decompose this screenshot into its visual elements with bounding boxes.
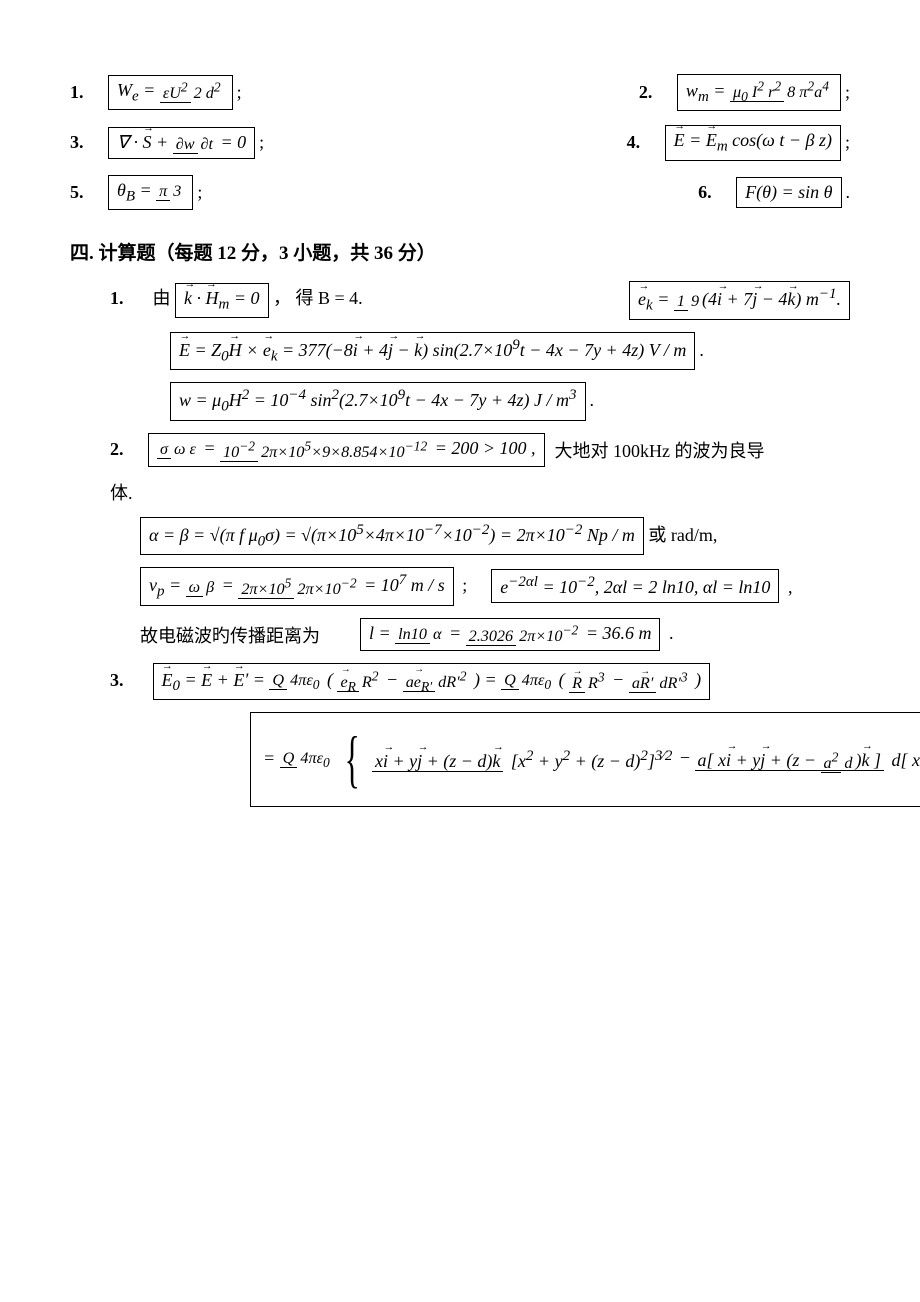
fill-q3: 3. ∇ · S + ∂w∂t = 0 ; bbox=[70, 127, 460, 158]
boxed-eq: k · Hm = 0 bbox=[175, 283, 269, 319]
fill-row-5-6: 5. θB = π3 ; 6. F(θ) = sin θ . bbox=[70, 175, 850, 211]
text: 或 rad/m, bbox=[648, 525, 717, 545]
boxed-eq: F(θ) = sin θ bbox=[736, 177, 841, 208]
calc-q3: 3. E0 = E + E′ = Q4πε0 ( eRR2 − aeR′dR′2… bbox=[110, 663, 850, 807]
fill-q6: 6. F(θ) = sin θ . bbox=[460, 177, 850, 208]
frac-bot: d[ x2 + y2 + (z − a2d)2 ]3⁄2 bbox=[888, 750, 920, 770]
q-number: 3. bbox=[70, 132, 98, 153]
q-number: 2. bbox=[110, 439, 138, 460]
fill-q4: 4. E = Em cos(ω t − β z) ; bbox=[460, 125, 850, 161]
boxed-eq: E0 = E + E′ = Q4πε0 ( eRR2 − aeR′dR′2 ) … bbox=[153, 663, 711, 700]
boxed-eq: E = Z0H × ek = 377(−8i + 4j − k) sin(2.7… bbox=[170, 332, 695, 371]
fill-q2: 2. wm = μ0 I2 r28 π2a4 ; bbox=[460, 74, 850, 111]
q-number: 4. bbox=[627, 132, 655, 153]
boxed-eq: σω ε = 10−22π×105×9×8.854×10−12 = 200 > … bbox=[148, 433, 545, 467]
q-number: 2. bbox=[639, 82, 667, 103]
calc-q2: 2. σω ε = 10−22π×105×9×8.854×10−12 = 200… bbox=[110, 433, 850, 651]
fill-q5: 5. θB = π3 ; bbox=[70, 175, 460, 211]
text: 体. bbox=[110, 483, 133, 503]
text: ， 得 B = 4. bbox=[273, 288, 363, 308]
q-number: 1. bbox=[70, 82, 98, 103]
boxed-eq: l = ln10α = 2.30262π×10−2 = 36.6 m bbox=[360, 618, 660, 652]
boxed-eq: E = Em cos(ω t − β z) bbox=[665, 125, 841, 161]
boxed-eq: wm = μ0 I2 r28 π2a4 bbox=[677, 74, 841, 111]
punct: ; bbox=[237, 82, 242, 103]
punct: ; bbox=[462, 575, 467, 595]
text: 由 bbox=[153, 288, 171, 308]
punct: ; bbox=[845, 132, 850, 153]
q-number: 6. bbox=[698, 182, 726, 203]
punct: . bbox=[669, 623, 674, 643]
frac-top: xi + yj + (z − d)k bbox=[372, 751, 503, 772]
boxed-eq: = Q4πε0 { xi + yj + (z − d)k [x2 + y2 + … bbox=[250, 712, 920, 807]
boxed-eq: We = εU22 d2 bbox=[108, 75, 233, 111]
q-number: 3. bbox=[110, 670, 138, 691]
calc-q1: 1. 由 k · Hm = 0 ， 得 B = 4. ek = 19(4i + … bbox=[110, 281, 850, 421]
boxed-eq: e−2αl = 10−2, 2αl = 2 ln10, αl = ln10 bbox=[491, 569, 779, 603]
fill-row-3-4: 3. ∇ · S + ∂w∂t = 0 ; 4. E = Em cos(ω t … bbox=[70, 125, 850, 161]
boxed-eq: w = μ0H2 = 10−4 sin2(2.7×109t − 4x − 7y … bbox=[170, 382, 586, 421]
text: 故电磁波旳传播距离为 bbox=[140, 622, 320, 648]
punct: . bbox=[846, 182, 851, 203]
boxed-eq: θB = π3 bbox=[108, 175, 193, 211]
punct: ; bbox=[845, 82, 850, 103]
frac-bot: [x2 + y2 + (z − d)2]3⁄2 bbox=[508, 751, 675, 771]
section4-header: 四. 计算题（每题 12 分，3 小题，共 36 分） bbox=[70, 238, 850, 265]
eq-part: = Q4πε0 bbox=[263, 748, 333, 768]
q-number: 5. bbox=[70, 182, 98, 203]
frac-top: a[ xi + yj + (z − a2d)k ] bbox=[695, 750, 884, 771]
text: 大地对 100kHz 的波为良导 bbox=[555, 437, 765, 463]
fill-q1: 1. We = εU22 d2 ; bbox=[70, 75, 460, 111]
boxed-eq: ∇ · S + ∂w∂t = 0 bbox=[108, 127, 255, 158]
q-number: 1. bbox=[110, 288, 138, 309]
fill-row-1-2: 1. We = εU22 d2 ; 2. wm = μ0 I2 r28 π2a4… bbox=[70, 74, 850, 111]
boxed-eq: ek = 19(4i + 7j − 4k) m−1. bbox=[629, 281, 850, 320]
boxed-eq: α = β = √(π f μ0σ) = √(π×105×4π×10−7×10−… bbox=[140, 517, 644, 556]
boxed-eq: vp = ωβ = 2π×1052π×10−2 = 107 m / s bbox=[140, 567, 454, 606]
punct: ; bbox=[259, 132, 264, 153]
punct: ; bbox=[197, 182, 202, 203]
punct: , bbox=[788, 577, 793, 597]
